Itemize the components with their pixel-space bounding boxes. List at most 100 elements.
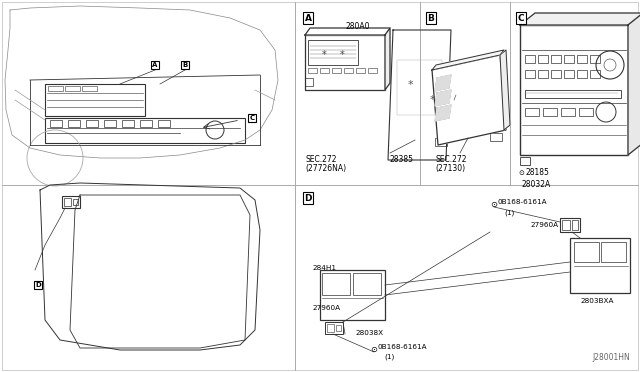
Bar <box>344 68 353 73</box>
Text: J28001HN: J28001HN <box>592 353 630 362</box>
Text: C: C <box>518 13 524 22</box>
Bar <box>322 273 350 295</box>
Polygon shape <box>305 28 390 35</box>
Bar <box>336 325 341 331</box>
Text: *: * <box>430 95 436 105</box>
Text: 28385: 28385 <box>390 155 414 164</box>
Text: (1): (1) <box>504 209 515 215</box>
Bar <box>48 86 63 91</box>
Bar <box>45 84 145 116</box>
Bar <box>577 70 587 78</box>
Text: ⊙: ⊙ <box>370 345 377 354</box>
Bar <box>104 120 116 127</box>
Bar <box>62 196 80 208</box>
Text: 284H1: 284H1 <box>312 265 336 271</box>
Text: 0B168-6161A: 0B168-6161A <box>498 199 548 205</box>
Bar <box>308 68 317 73</box>
Bar <box>590 70 600 78</box>
Bar <box>86 120 98 127</box>
Bar <box>305 78 313 86</box>
Bar <box>122 120 134 127</box>
Bar <box>64 198 71 206</box>
Polygon shape <box>435 75 451 91</box>
Polygon shape <box>385 28 390 90</box>
Text: 280A0: 280A0 <box>345 22 369 31</box>
Bar <box>332 68 341 73</box>
Bar <box>543 108 557 116</box>
Polygon shape <box>388 30 451 160</box>
Text: B: B <box>428 13 435 22</box>
Bar <box>65 86 80 91</box>
Text: (27130): (27130) <box>435 164 465 173</box>
Bar <box>525 108 539 116</box>
Text: *: * <box>322 50 327 60</box>
Bar <box>325 322 343 334</box>
Bar <box>50 120 62 127</box>
Bar <box>356 68 365 73</box>
Bar <box>538 55 548 63</box>
Bar <box>158 120 170 127</box>
Text: (27726NA): (27726NA) <box>305 164 346 173</box>
Text: 28038X: 28038X <box>355 330 383 336</box>
Polygon shape <box>432 55 506 145</box>
Bar <box>577 55 587 63</box>
Bar <box>140 120 152 127</box>
Text: *: * <box>340 50 345 60</box>
Bar <box>82 86 97 91</box>
Bar <box>490 75 500 83</box>
Bar <box>561 108 575 116</box>
Bar <box>68 120 80 127</box>
Bar <box>305 35 385 90</box>
Text: ⊙: ⊙ <box>490 200 497 209</box>
Bar <box>308 40 358 65</box>
Bar <box>574 242 599 262</box>
Text: 27960A: 27960A <box>530 222 558 228</box>
Text: D: D <box>304 193 312 202</box>
Bar <box>353 273 381 295</box>
Text: 28185: 28185 <box>526 168 550 177</box>
Bar <box>564 70 574 78</box>
Bar <box>525 55 535 63</box>
Bar <box>579 108 593 116</box>
Bar <box>45 118 245 143</box>
Text: C: C <box>250 115 255 121</box>
Text: 27960A: 27960A <box>312 305 340 311</box>
Text: A: A <box>152 62 157 68</box>
Text: 0B168-6161A: 0B168-6161A <box>378 344 428 350</box>
Bar <box>590 55 600 63</box>
Bar <box>551 55 561 63</box>
Bar <box>490 110 500 118</box>
Text: 28032A: 28032A <box>522 180 551 189</box>
Bar <box>435 138 447 146</box>
Bar <box>368 68 377 73</box>
Bar <box>397 60 442 115</box>
Text: (1): (1) <box>384 354 394 360</box>
Bar <box>520 157 530 165</box>
Polygon shape <box>628 13 640 155</box>
Text: D: D <box>35 282 41 288</box>
Bar <box>572 220 578 230</box>
Polygon shape <box>520 13 640 25</box>
Polygon shape <box>435 90 451 106</box>
Bar <box>525 70 535 78</box>
Bar <box>551 70 561 78</box>
Bar <box>320 270 385 320</box>
Polygon shape <box>435 105 451 121</box>
Text: *: * <box>408 80 413 90</box>
Bar <box>520 25 628 155</box>
Bar <box>560 218 580 232</box>
Text: ⊙: ⊙ <box>518 170 524 176</box>
Text: B: B <box>182 62 188 68</box>
Bar <box>73 199 78 205</box>
Bar <box>562 220 570 230</box>
Bar <box>490 95 500 103</box>
Bar <box>570 238 630 293</box>
Bar <box>601 242 626 262</box>
Bar <box>320 68 329 73</box>
Polygon shape <box>500 50 510 130</box>
Bar <box>490 133 502 141</box>
Text: A: A <box>305 13 312 22</box>
Bar <box>525 90 621 98</box>
Text: SEC.272: SEC.272 <box>305 155 337 164</box>
Text: 2803BXA: 2803BXA <box>580 298 614 304</box>
